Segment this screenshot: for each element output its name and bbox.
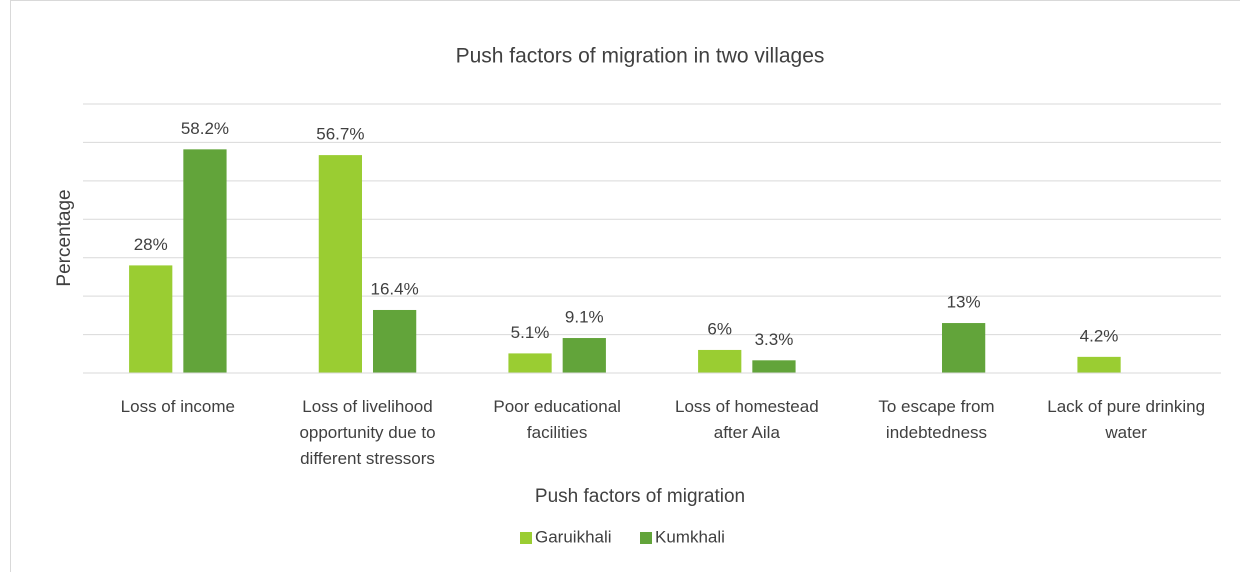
legend-swatch bbox=[640, 532, 652, 544]
chart-border bbox=[10, 0, 1240, 572]
legend-label: Kumkhali bbox=[655, 527, 725, 546]
bar bbox=[698, 349, 742, 373]
x-tick-label: Loss of income bbox=[120, 397, 235, 416]
chart-title: Push factors of migration in two village… bbox=[456, 45, 825, 68]
data-label: 4.2% bbox=[1080, 326, 1119, 345]
x-tick-label: To escape from indebtedness bbox=[878, 397, 995, 442]
x-tick-label: Poor educational facilities bbox=[493, 397, 621, 442]
x-tick-label: Loss of homestead after Aila bbox=[675, 397, 819, 442]
data-label: 6% bbox=[707, 319, 732, 338]
data-label: 28% bbox=[134, 235, 168, 254]
data-label: 16.4% bbox=[371, 279, 419, 298]
data-label: 9.1% bbox=[565, 308, 604, 327]
x-tick-label: Lack of pure drinking water bbox=[1047, 397, 1206, 442]
data-label: 56.7% bbox=[316, 125, 364, 144]
bar bbox=[1077, 356, 1121, 373]
bar bbox=[183, 149, 227, 373]
bar bbox=[508, 353, 552, 373]
bar bbox=[562, 338, 606, 373]
x-axis-title: Push factors of migration bbox=[535, 486, 745, 507]
data-label: 5.1% bbox=[511, 323, 550, 342]
bar bbox=[373, 309, 417, 373]
data-label: 58.2% bbox=[181, 119, 229, 138]
bar bbox=[318, 155, 362, 373]
legend-label: Garuikhali bbox=[535, 527, 612, 546]
data-label: 13% bbox=[947, 293, 981, 312]
y-axis-title: Percentage bbox=[54, 189, 75, 286]
x-tick-label: Loss of livelihood opportunity due to di… bbox=[299, 397, 436, 468]
data-label: 3.3% bbox=[755, 330, 794, 349]
bar bbox=[129, 265, 173, 373]
bar bbox=[752, 360, 796, 373]
legend-swatch bbox=[520, 532, 532, 544]
bar bbox=[942, 323, 986, 373]
